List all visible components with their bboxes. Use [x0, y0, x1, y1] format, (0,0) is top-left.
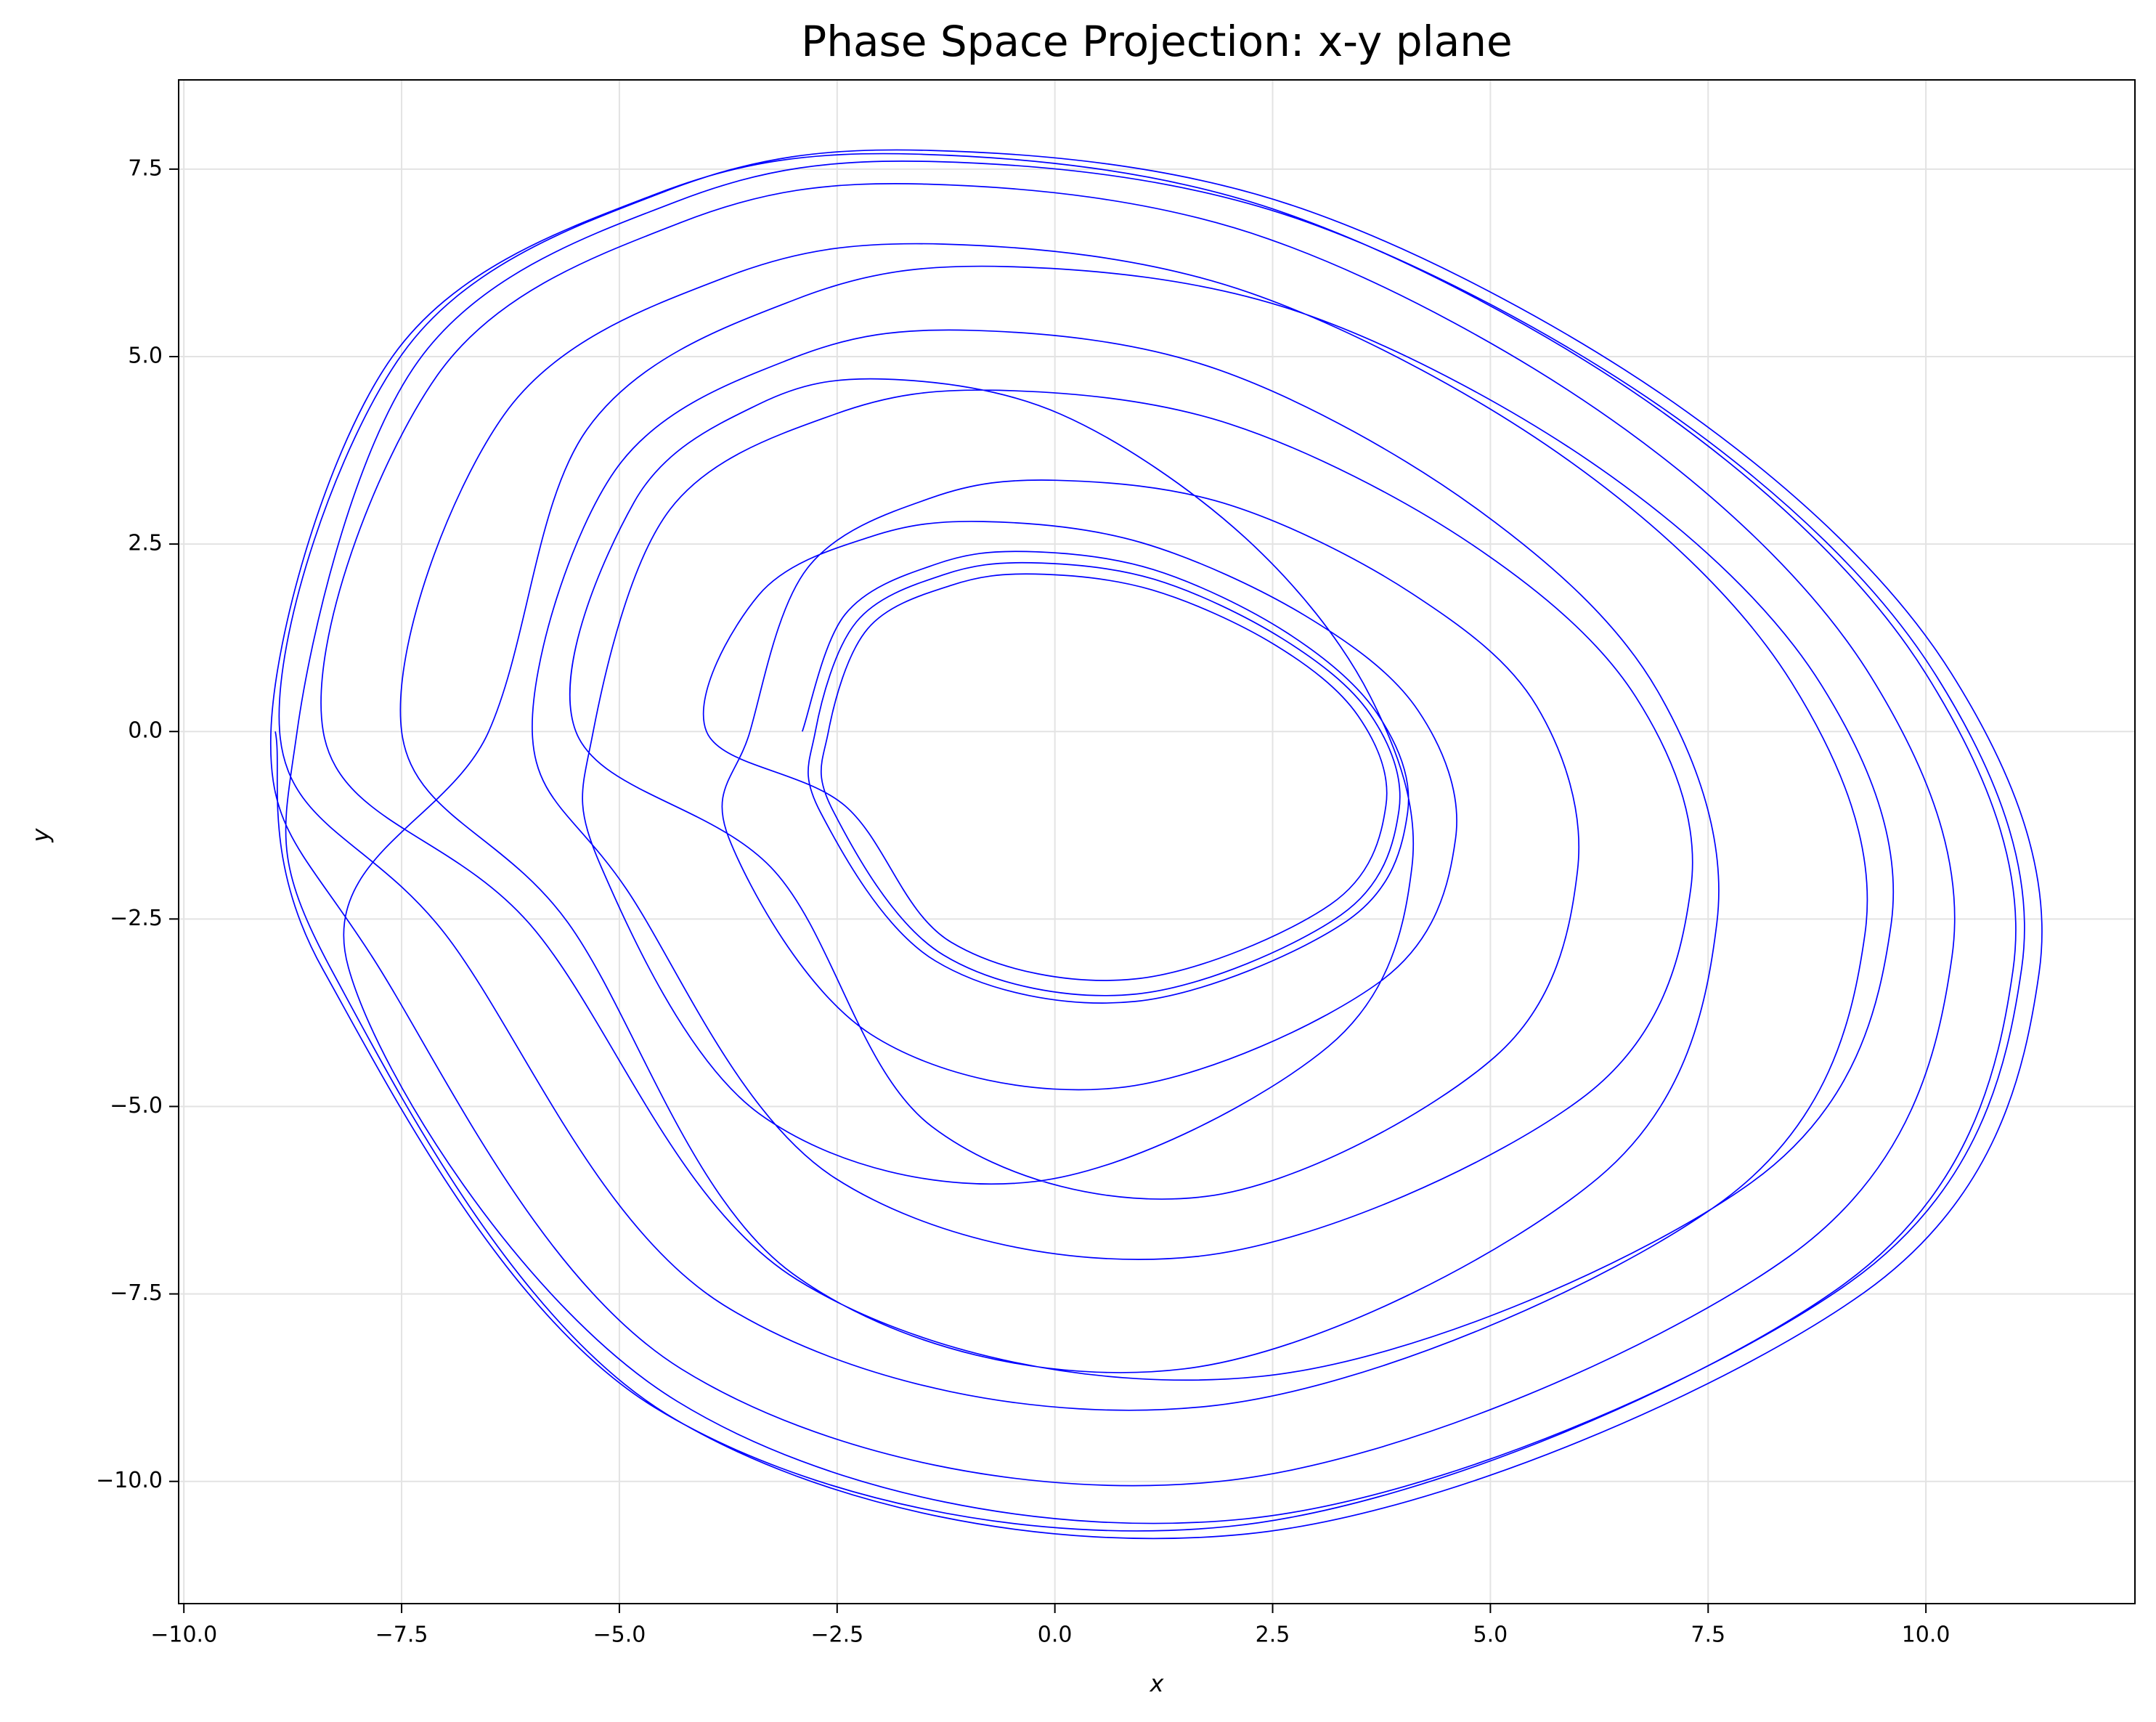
y-tick-label: 7.5 — [128, 155, 163, 181]
x-tick-label: −10.0 — [150, 1623, 217, 1648]
x-tick-label: −7.5 — [375, 1623, 428, 1648]
y-tick-label: 5.0 — [128, 343, 163, 368]
y-tick-label: 0.0 — [128, 718, 163, 744]
y-tick-label: −2.5 — [110, 906, 163, 931]
plot-frame — [178, 79, 2136, 1604]
x-tick-label: 7.5 — [1691, 1623, 1725, 1648]
x-tick-label: 10.0 — [1902, 1623, 1950, 1648]
x-tick-label: 0.0 — [1038, 1623, 1073, 1648]
x-tick-label: −5.0 — [593, 1623, 646, 1648]
x-axis-label: x — [1150, 1670, 1165, 1697]
x-tick-label: 2.5 — [1256, 1623, 1290, 1648]
y-tick-label: −10.0 — [96, 1468, 163, 1493]
trajectory-line — [269, 149, 2043, 1540]
x-tick-label: 5.0 — [1473, 1623, 1508, 1648]
y-tick-label: −5.0 — [110, 1093, 163, 1118]
y-tick-label: 2.5 — [128, 531, 163, 556]
chart-title: Phase Space Projection: x-y plane — [801, 17, 1513, 66]
y-axis-label: y — [27, 827, 54, 842]
x-tick-label: −2.5 — [810, 1623, 863, 1648]
y-tick-label: −7.5 — [110, 1280, 163, 1306]
